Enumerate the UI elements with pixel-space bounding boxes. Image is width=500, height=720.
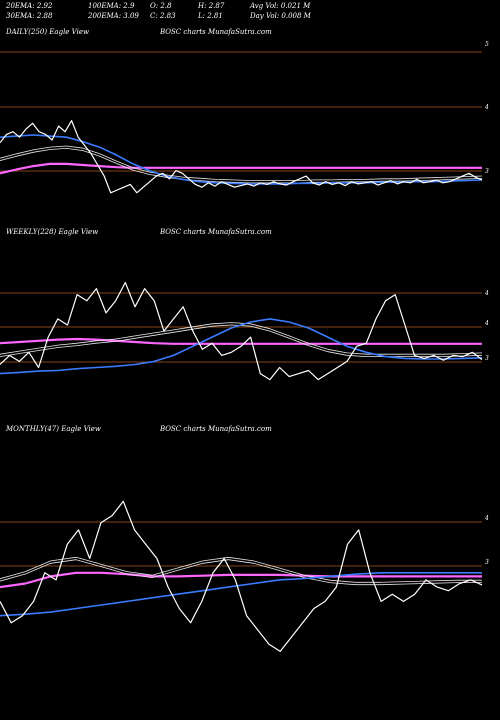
daily-price-line <box>0 119 483 194</box>
monthly-mid-ema-line-1 <box>0 559 482 586</box>
monthly-short-ema-line <box>0 571 482 617</box>
daily-panel-label: DAILY(250) Eagle View <box>6 28 89 36</box>
header-low: L: 2.81 <box>198 12 223 20</box>
daily-panel-title: BOSC charts MunafaSutra.com <box>160 28 272 36</box>
header-avgvol: Avg Vol: 0.021 M <box>250 2 311 10</box>
header-ema20: 20EMA: 2.92 <box>6 2 53 10</box>
weekly-panel-label: WEEKLY(228) Eagle View <box>6 228 99 236</box>
monthly-mid-ema-line-0 <box>0 556 482 583</box>
daily-long-ema-line <box>0 162 482 175</box>
header-ema100: 100EMA: 2.9 <box>88 2 135 10</box>
daily-mid-ema-line-0 <box>0 145 483 181</box>
monthly-price-line <box>0 500 483 653</box>
daily-y-tick-0: 5 <box>485 41 489 48</box>
weekly-y-tick-2: 3 <box>485 355 489 362</box>
monthly-y-tick-1: 3 <box>485 559 489 566</box>
daily-mid-ema-line-1 <box>0 147 483 184</box>
weekly-y-tick-1: 4 <box>484 320 489 327</box>
monthly-y-tick-0: 4 <box>484 515 489 522</box>
weekly-short-ema-line <box>0 318 483 375</box>
header-close: C: 2.83 <box>150 12 176 20</box>
monthly-panel-label: MONTHLY(47) Eagle View <box>6 425 101 433</box>
monthly-panel-title: BOSC charts MunafaSutra.com <box>160 425 272 433</box>
header-dayvol: Day Vol: 0.008 M <box>250 12 311 20</box>
monthly-long-ema-line <box>0 571 482 589</box>
header-ema200: 200EMA: 3.09 <box>88 12 139 20</box>
header-ema30: 30EMA: 2.88 <box>6 12 53 20</box>
header-high: H: 2.87 <box>198 2 225 10</box>
daily-short-ema-line <box>0 134 483 185</box>
daily-y-tick-1: 4 <box>484 104 489 111</box>
daily-y-tick-2: 3 <box>485 168 489 175</box>
weekly-long-ema-line <box>0 337 482 345</box>
header-open: O: 2.8 <box>150 2 172 10</box>
weekly-panel-title: BOSC charts MunafaSutra.com <box>160 228 272 236</box>
weekly-mid-ema-line-0 <box>0 322 483 355</box>
weekly-y-tick-0: 4 <box>484 290 489 297</box>
weekly-price-line <box>0 281 483 381</box>
